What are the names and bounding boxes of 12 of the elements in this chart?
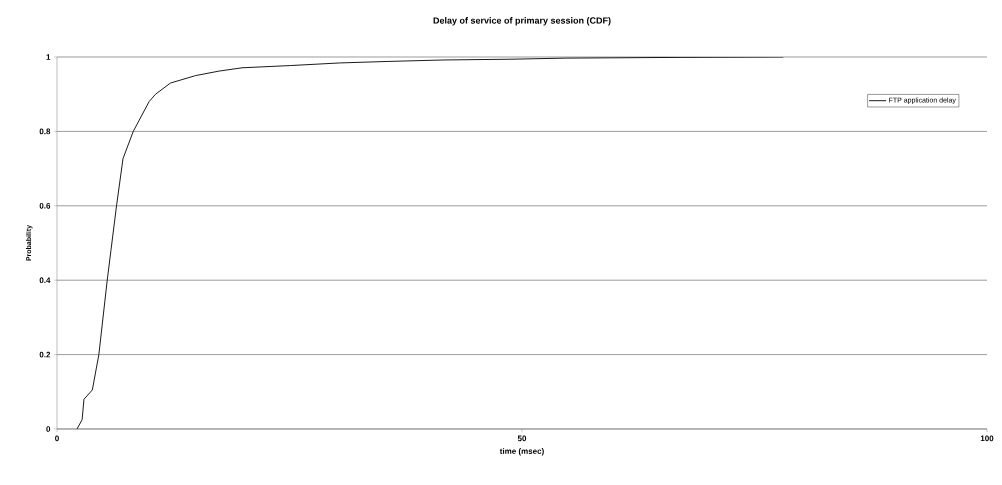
line-series — [76, 57, 784, 429]
x-axis-title: time (msec) — [499, 448, 544, 456]
y-tick-label: 0.2 — [39, 351, 51, 358]
y-tick-label: 0.6 — [39, 202, 51, 209]
x-tick-label: 50 — [517, 435, 527, 442]
y-tick-label: 1 — [46, 54, 51, 60]
x-tick-label: 100 — [980, 435, 994, 442]
y-tick-label: 0.8 — [39, 128, 51, 135]
x-tick-label: 0 — [55, 435, 59, 442]
y-tick-label: 0.4 — [39, 277, 51, 284]
chart-title: Delay of service of primary session (CDF) — [433, 17, 611, 26]
y-tick-label: 0 — [46, 426, 51, 432]
